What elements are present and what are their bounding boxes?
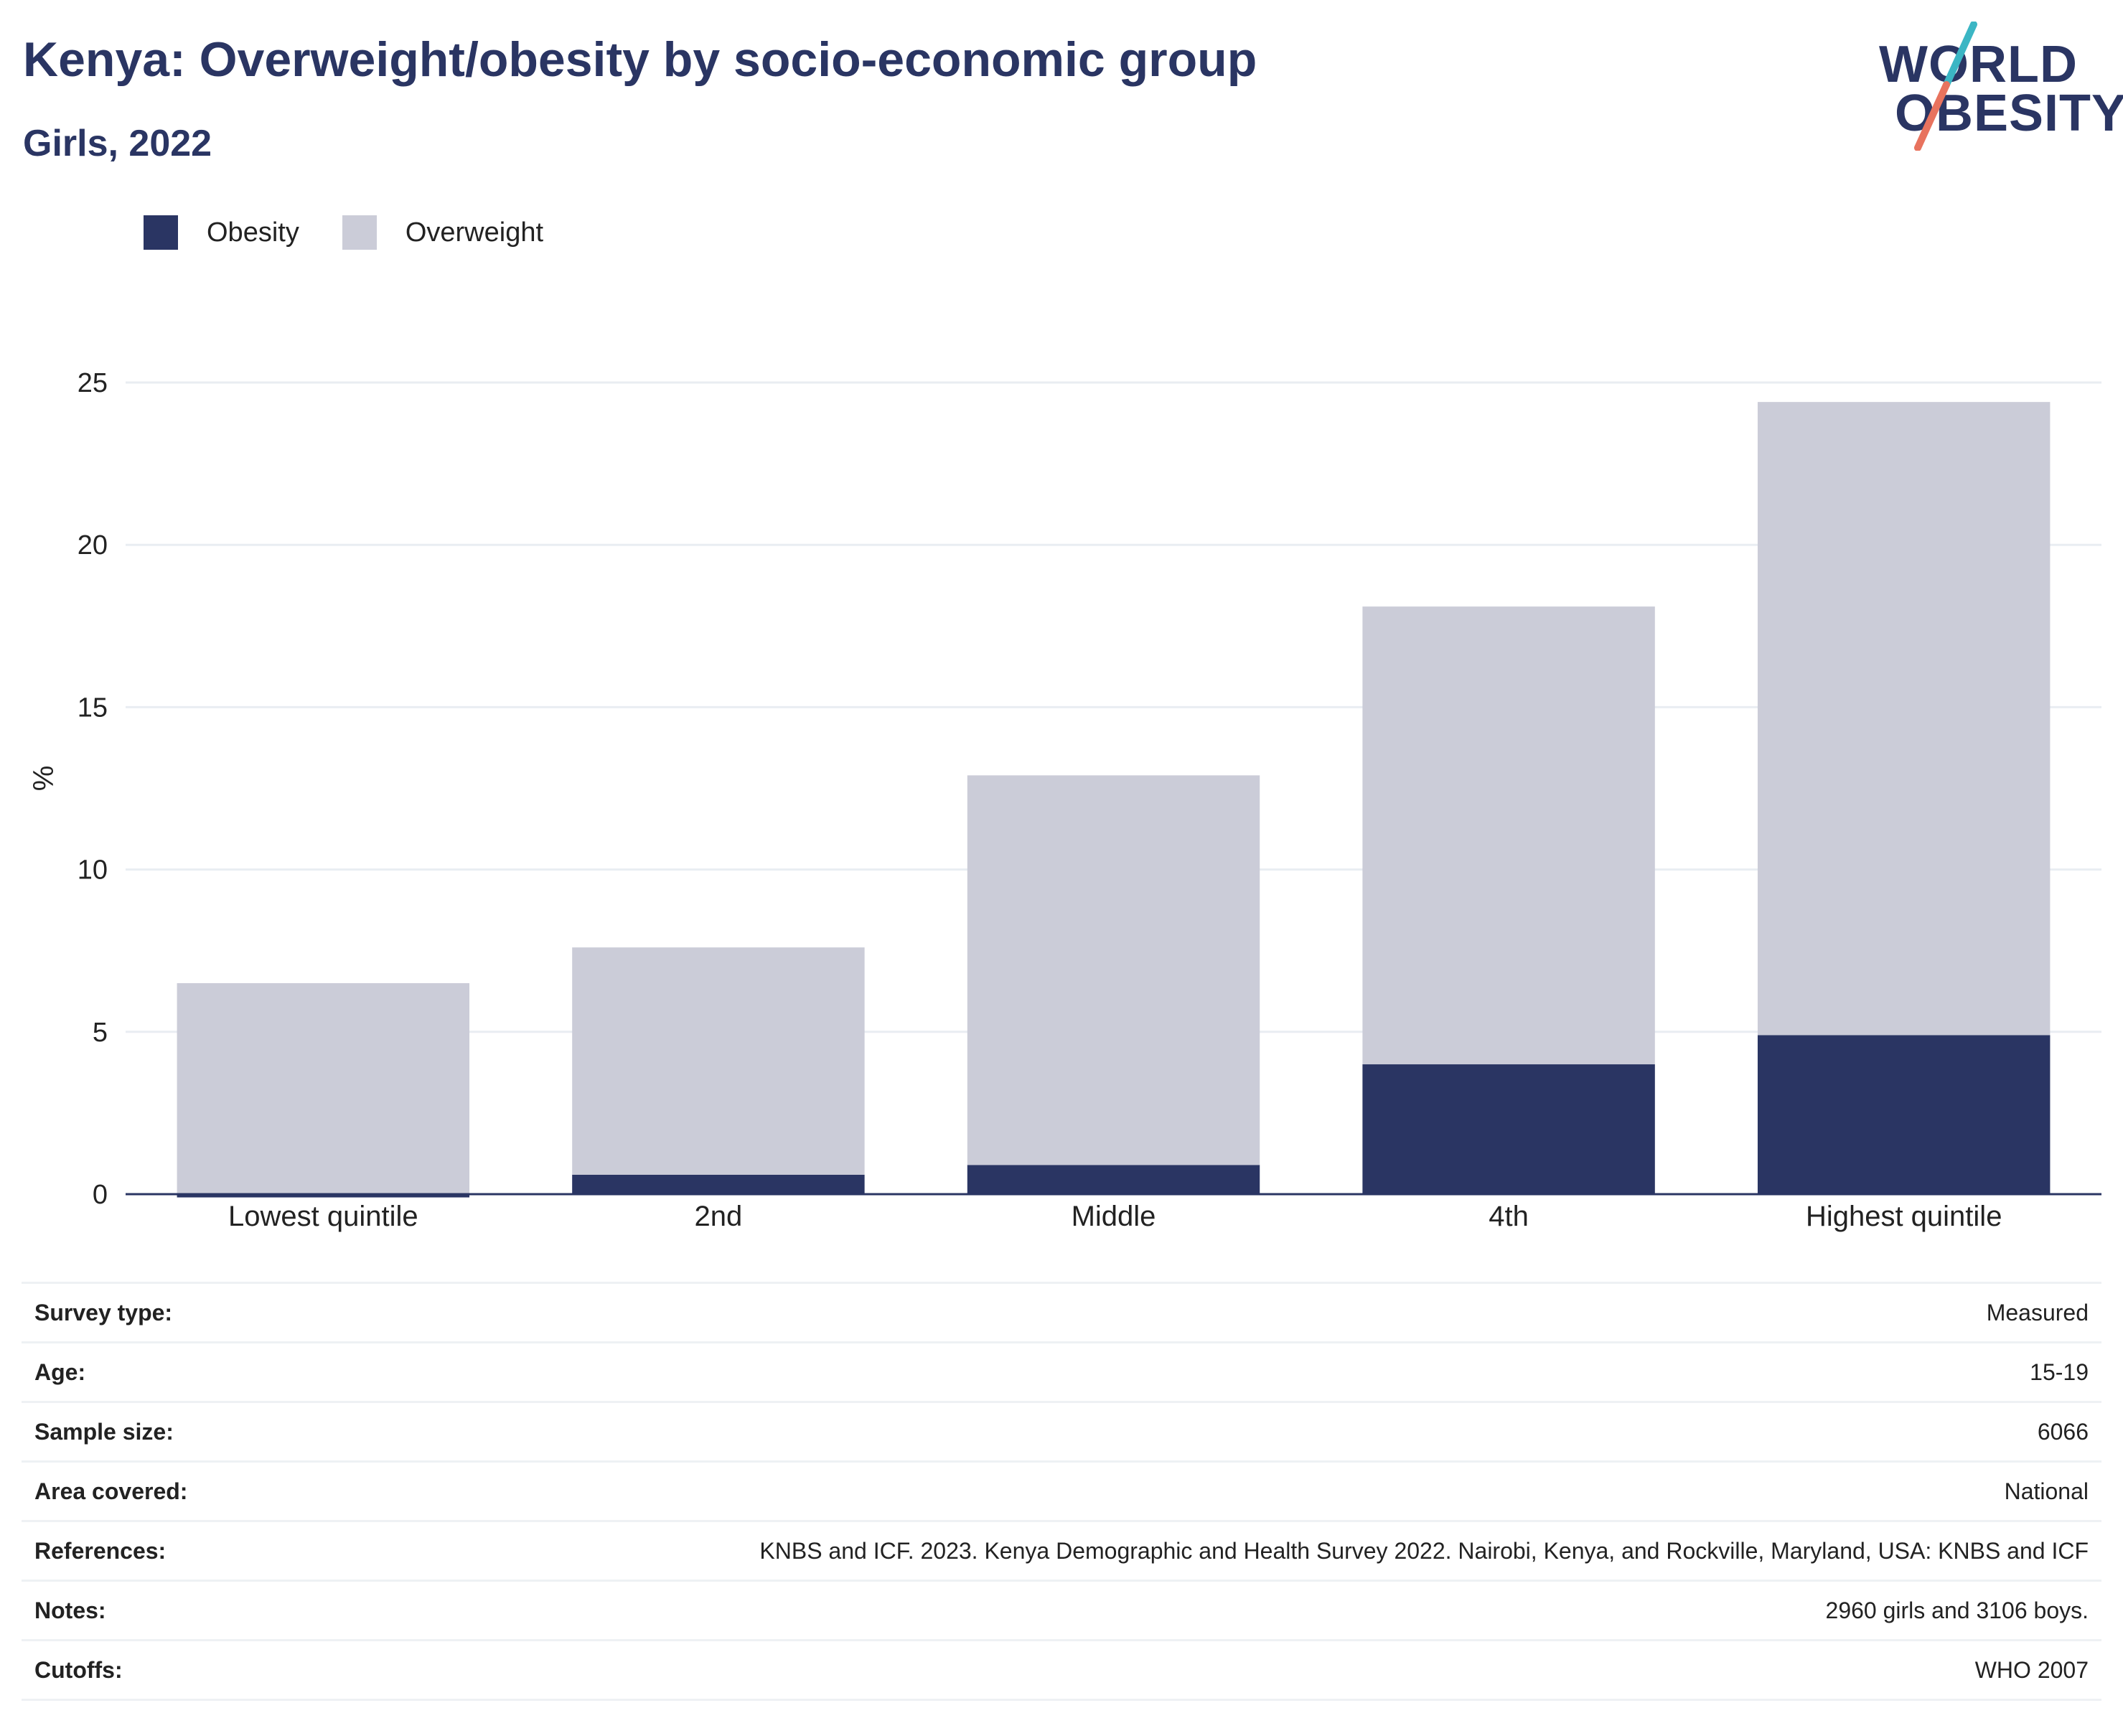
info-row-label: Notes:	[34, 1597, 106, 1623]
info-row-label: Age:	[34, 1359, 86, 1385]
bar-obesity	[967, 1165, 1260, 1194]
info-row-label: References:	[34, 1537, 167, 1564]
info-row-value: Measured	[1986, 1299, 2089, 1326]
x-tick-label: Highest quintile	[1806, 1201, 2002, 1232]
bar-chart: 0 5 10 15 20 25% Lowest quintile 2nd Middle 4th Hi…	[28, 368, 2101, 1232]
legend-label-obesity: Obesity	[207, 217, 299, 248]
legend-swatch-overweight	[342, 215, 377, 250]
legend-item-obesity[interactable]: Obesity	[144, 215, 299, 250]
logo-slash-icon	[1914, 22, 1977, 151]
bar-overweight	[572, 947, 865, 1175]
info-row-label: Cutoffs:	[34, 1656, 123, 1683]
y-tick-label: 25	[78, 368, 108, 398]
world-obesity-logo: WORLD OBESITY	[1866, 22, 2123, 151]
legend-swatch-obesity	[144, 215, 178, 250]
info-row-label: Area covered:	[34, 1478, 188, 1504]
info-row-value: National	[2004, 1478, 2089, 1504]
info-row-value: KNBS and ICF. 2023. Kenya Demographic an…	[759, 1537, 2089, 1564]
info-row: Notes: 2960 girls and 3106 boys.	[22, 1582, 2101, 1641]
y-tick-label: 0	[93, 1180, 108, 1210]
info-row-value: 2960 girls and 3106 boys.	[1825, 1597, 2089, 1623]
x-tick-label: Lowest quintile	[228, 1201, 418, 1232]
info-row: Cutoffs: WHO 2007	[22, 1641, 2101, 1701]
legend-label-overweight: Overweight	[405, 217, 544, 248]
info-row-label: Survey type:	[34, 1299, 173, 1326]
info-row: References: KNBS and ICF. 2023. Kenya Dem…	[22, 1522, 2101, 1582]
info-row-value: 15-19	[2030, 1359, 2089, 1385]
x-tick-label: Middle	[1072, 1201, 1156, 1232]
legend-item-overweight[interactable]: Overweight	[342, 215, 543, 250]
y-tick-label: 20	[78, 530, 108, 560]
bar-obesity	[177, 1194, 470, 1198]
info-row-label: Sample size:	[34, 1418, 174, 1445]
bar-overweight	[1362, 606, 1655, 1065]
bar-obesity	[1362, 1064, 1655, 1194]
info-row-value: WHO 2007	[1974, 1656, 2089, 1683]
survey-info-table: Survey type: Measured Age: 15-19 Sample size…	[22, 1282, 2101, 1701]
bar-obesity	[572, 1174, 865, 1194]
x-tick-label: 4th	[1489, 1201, 1529, 1232]
bar-overweight	[1757, 402, 2051, 1036]
bar-obesity	[1757, 1035, 2051, 1194]
info-row: Sample size: 6066	[22, 1403, 2101, 1463]
bar-overweight	[967, 775, 1260, 1165]
logo-line-1: WORLD	[1879, 36, 2078, 93]
info-row: Age: 15-19	[22, 1343, 2101, 1403]
chart-legend: Obesity Overweight	[144, 214, 586, 251]
x-tick-label: 2nd	[695, 1201, 743, 1232]
info-row: Area covered: National	[22, 1463, 2101, 1522]
chart-subtitle: Girls, 2022	[23, 123, 212, 164]
info-row: Survey type: Measured	[22, 1284, 2101, 1343]
y-tick-label: 15	[78, 693, 108, 723]
y-axis-label: %	[28, 766, 60, 792]
y-tick-label: 5	[93, 1018, 108, 1048]
bar-overweight	[177, 982, 470, 1194]
y-tick-label: 10	[78, 855, 108, 886]
chart-title: Kenya: Overweight/obesity by socio-econo…	[23, 32, 1257, 87]
info-row-value: 6066	[2037, 1418, 2089, 1445]
